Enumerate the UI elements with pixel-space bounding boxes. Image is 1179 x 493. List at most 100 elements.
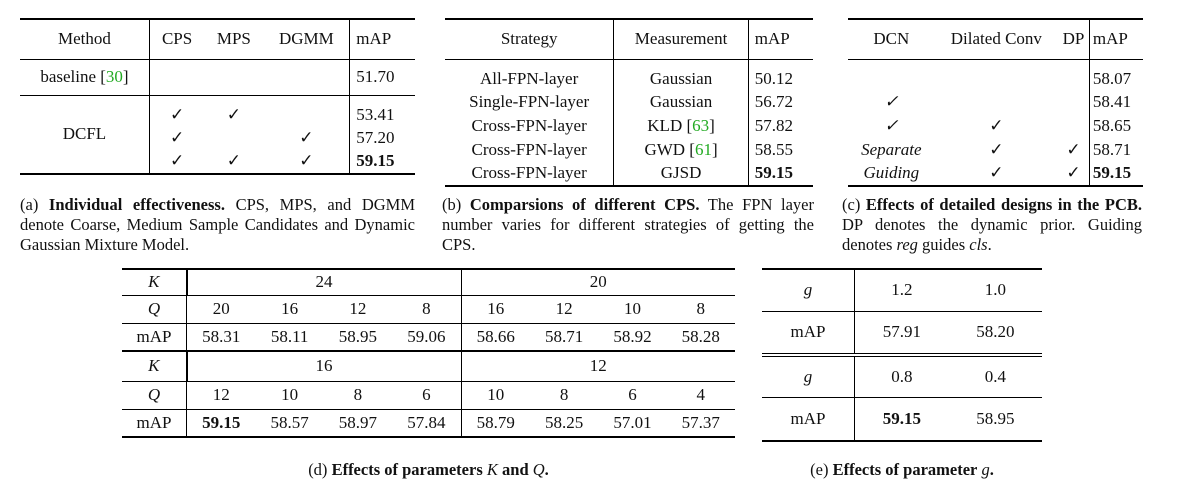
q-value: 10 bbox=[623, 299, 641, 318]
map-value-best: 59.15 bbox=[747, 161, 813, 186]
q-label: Q bbox=[147, 299, 161, 318]
table-e: g 1.2 1.0 mAP 57.91 58.20 g 0.8 0.4 mAP … bbox=[762, 268, 1042, 442]
dcn-cell: ✓ bbox=[884, 115, 899, 135]
strategy-cell: Cross-FPN-layer bbox=[471, 115, 587, 135]
k-value: 20 bbox=[460, 269, 735, 295]
measure-cell: GWD [61] bbox=[613, 137, 749, 162]
dilated-cell: ✓ bbox=[989, 139, 1004, 159]
dp-cell bbox=[1058, 59, 1089, 90]
table-c: DCN Dilated Conv DP mAP 58.07 ✓ 58.41 ✓ … bbox=[848, 18, 1143, 187]
map-value-best: 59.15 bbox=[349, 149, 415, 174]
map-value: 58.95 bbox=[338, 326, 378, 346]
header-dilated-conv: Dilated Conv bbox=[950, 29, 1042, 49]
header-dgmm: DGMM bbox=[278, 29, 334, 49]
dilated-cell bbox=[935, 90, 1058, 114]
header-map: mAP bbox=[349, 19, 415, 59]
table-c-panel: DCN Dilated Conv DP mAP 58.07 ✓ 58.41 ✓ … bbox=[848, 18, 1143, 187]
map-value: 58.71 bbox=[545, 326, 584, 346]
dp-cell: ✓ bbox=[1066, 163, 1081, 182]
q-value: 6 bbox=[422, 385, 431, 404]
q-value: 12 bbox=[349, 299, 367, 318]
map-value: 57.20 bbox=[349, 125, 415, 150]
check-dgmm: ✓ bbox=[299, 127, 314, 147]
header-measurement: Measurement bbox=[613, 19, 749, 59]
table-a-panel: Method CPS MPS DGMM mAP baseline [30] 51… bbox=[20, 18, 415, 175]
header-dp: DP bbox=[1062, 29, 1085, 49]
check-mps: ✓ bbox=[226, 104, 241, 124]
measure-cell: Gaussian bbox=[613, 59, 749, 90]
caption-c: (c) Effects of detailed designs in the P… bbox=[842, 195, 1142, 254]
map-value: 57.84 bbox=[407, 412, 446, 432]
k-value: 12 bbox=[460, 351, 735, 381]
table-a: Method CPS MPS DGMM mAP baseline [30] 51… bbox=[20, 18, 415, 175]
q-value: 8 bbox=[559, 385, 569, 404]
header-mps: MPS bbox=[216, 29, 251, 49]
q-value: 20 bbox=[186, 295, 256, 323]
map-value: 58.28 bbox=[681, 326, 720, 346]
map-value: 58.66 bbox=[460, 323, 531, 351]
map-value-best: 59.15 bbox=[186, 409, 256, 437]
table-d-panel: K 24 20 Q 20 16 12 8 16 12 10 8 mAP 58.3… bbox=[122, 268, 735, 438]
citation-link[interactable]: 63 bbox=[692, 115, 710, 135]
header-method: Method bbox=[58, 29, 111, 49]
map-value: 58.25 bbox=[545, 412, 584, 432]
q-value: 16 bbox=[460, 295, 531, 323]
map-label: mAP bbox=[790, 322, 826, 342]
q-value: 12 bbox=[555, 299, 573, 318]
map-value: 57.01 bbox=[613, 412, 652, 432]
q-value: 8 bbox=[353, 385, 363, 404]
map-value: 58.92 bbox=[613, 326, 652, 346]
check-dgmm bbox=[263, 95, 349, 126]
citation-link[interactable]: 30 bbox=[105, 67, 123, 86]
map-value: 58.71 bbox=[1088, 137, 1143, 162]
map-value: 53.41 bbox=[349, 95, 415, 126]
map-value: 58.11 bbox=[270, 326, 309, 346]
map-value-best: 59.15 bbox=[853, 397, 949, 441]
measure-cell: KLD [63] bbox=[613, 113, 749, 138]
strategy-cell: Single-FPN-layer bbox=[469, 91, 590, 111]
map-label: mAP bbox=[136, 412, 172, 432]
citation-link[interactable]: 61 bbox=[694, 139, 712, 159]
header-map: mAP bbox=[1088, 19, 1143, 59]
map-value-best: 59.15 bbox=[1088, 161, 1143, 186]
map-value: 58.31 bbox=[186, 323, 256, 351]
k-value: 24 bbox=[185, 269, 462, 295]
dilated-cell bbox=[935, 59, 1058, 90]
q-value: 6 bbox=[628, 385, 637, 404]
map-value: 57.82 bbox=[747, 113, 813, 138]
header-map: mAP bbox=[747, 19, 813, 59]
map-value: 58.55 bbox=[747, 137, 813, 162]
dcn-cell: Separate bbox=[861, 139, 922, 159]
map-label: mAP bbox=[790, 408, 826, 428]
baseline-label: baseline [30] bbox=[40, 67, 129, 86]
caption-d: (d) Effects of parameters K and Q. bbox=[308, 460, 549, 479]
k-label: K bbox=[148, 272, 160, 292]
map-value: 57.91 bbox=[853, 311, 949, 355]
check-mps bbox=[204, 126, 263, 150]
g-label: g bbox=[803, 366, 813, 386]
map-value: 50.12 bbox=[747, 59, 813, 90]
caption-b: (b) Comparsions of different CPS. The FP… bbox=[442, 195, 814, 254]
check-cps: ✓ bbox=[148, 95, 205, 126]
q-label: Q bbox=[147, 385, 161, 404]
map-value: 57.37 bbox=[681, 412, 720, 432]
q-value: 10 bbox=[281, 385, 299, 404]
measure-cell: Gaussian bbox=[613, 89, 749, 114]
measure-cell: GJSD bbox=[613, 161, 749, 186]
map-value: 58.20 bbox=[976, 322, 1015, 342]
table-b-panel: Strategy Measurement mAP All-FPN-layer G… bbox=[445, 18, 813, 187]
q-value: 12 bbox=[186, 381, 256, 409]
map-value: 58.57 bbox=[270, 412, 309, 432]
check-cps: ✓ bbox=[148, 125, 205, 150]
map-value: 58.79 bbox=[460, 409, 531, 437]
map-value: 58.95 bbox=[976, 408, 1015, 428]
g-value: 0.8 bbox=[853, 355, 949, 397]
k-label: K bbox=[148, 356, 160, 376]
table-e-panel: g 1.2 1.0 mAP 57.91 58.20 g 0.8 0.4 mAP … bbox=[762, 268, 1042, 442]
strategy-cell: Cross-FPN-layer bbox=[471, 139, 587, 159]
map-value: 58.97 bbox=[338, 412, 378, 432]
header-strategy: Strategy bbox=[500, 29, 558, 49]
dcn-cell: ✓ bbox=[884, 91, 899, 111]
dp-cell bbox=[1058, 90, 1089, 114]
g-value: 0.4 bbox=[984, 366, 1006, 386]
